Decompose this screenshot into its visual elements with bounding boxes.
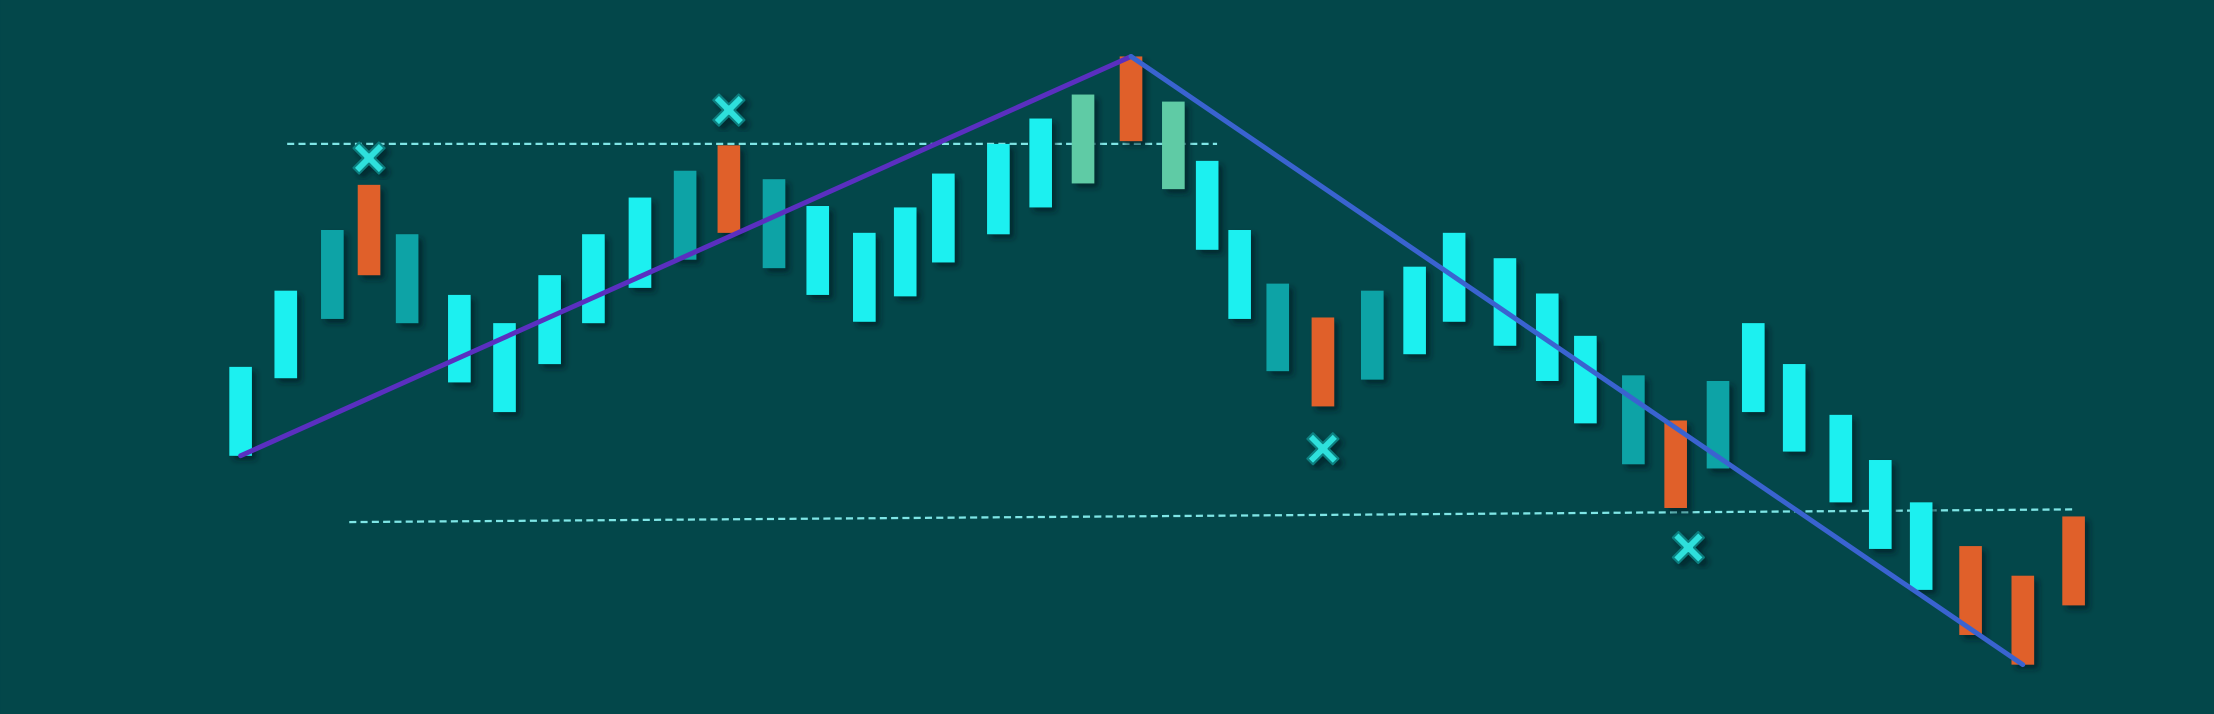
bar bbox=[1664, 420, 1687, 508]
bar bbox=[1741, 323, 1765, 413]
bar bbox=[2062, 516, 2085, 606]
level-line bbox=[349, 508, 2073, 524]
bar bbox=[493, 323, 516, 413]
bar bbox=[1868, 460, 1892, 549]
bar bbox=[762, 179, 786, 269]
bar bbox=[1622, 375, 1645, 465]
bar bbox=[806, 206, 830, 295]
bar bbox=[582, 234, 605, 324]
bar bbox=[1959, 546, 1982, 635]
bar bbox=[1228, 230, 1251, 319]
bar bbox=[1403, 266, 1426, 355]
bar bbox=[853, 232, 876, 322]
bar bbox=[2011, 575, 2035, 665]
bar bbox=[1829, 414, 1853, 503]
trend-line bbox=[238, 53, 1134, 459]
bar bbox=[987, 143, 1010, 235]
bar bbox=[673, 170, 697, 260]
bar bbox=[274, 290, 298, 379]
bar bbox=[395, 234, 419, 324]
bar bbox=[1266, 283, 1290, 372]
x-marker bbox=[712, 93, 746, 127]
bar bbox=[717, 145, 741, 233]
bar bbox=[229, 366, 252, 456]
bar bbox=[321, 230, 344, 319]
x-marker bbox=[1671, 530, 1705, 565]
bar bbox=[1029, 118, 1052, 208]
bar bbox=[1909, 502, 1933, 590]
bar bbox=[1119, 56, 1143, 142]
bar bbox=[1574, 335, 1597, 424]
bar bbox=[893, 207, 917, 297]
x-marker bbox=[352, 141, 386, 175]
bar bbox=[932, 173, 955, 263]
bar bbox=[1782, 364, 1806, 452]
bar bbox=[448, 294, 471, 383]
bar bbox=[1195, 160, 1219, 250]
bar bbox=[1071, 94, 1095, 184]
bar bbox=[1706, 380, 1730, 469]
x-marker bbox=[1306, 432, 1340, 466]
bar bbox=[357, 184, 381, 276]
bar bbox=[1493, 258, 1517, 346]
bar bbox=[1360, 290, 1384, 380]
bar bbox=[1162, 101, 1185, 190]
bar bbox=[1535, 293, 1559, 381]
bar bbox=[628, 197, 652, 288]
bar bbox=[1311, 317, 1335, 407]
trend-line bbox=[1128, 53, 2026, 668]
